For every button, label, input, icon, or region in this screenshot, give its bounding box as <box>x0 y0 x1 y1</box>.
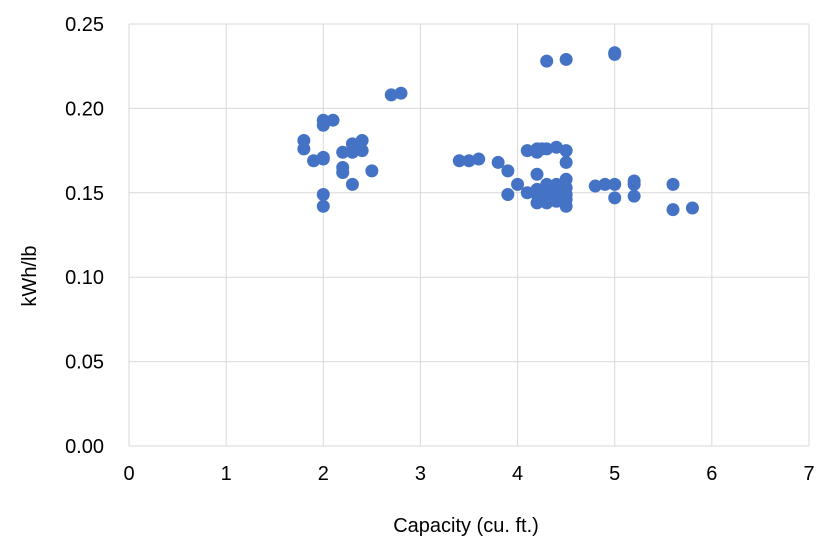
data-point <box>559 155 573 169</box>
data-point <box>462 154 476 168</box>
data-point <box>588 179 602 193</box>
data-point <box>326 113 340 127</box>
x-tick-label: 0 <box>123 463 134 485</box>
y-tick-label: 0.25 <box>65 14 104 36</box>
data-point <box>316 187 330 201</box>
data-points <box>297 46 699 217</box>
data-point <box>608 177 622 191</box>
y-tick-label: 0.05 <box>65 352 104 374</box>
data-point <box>394 86 408 100</box>
y-axis-title: kWh/lb <box>19 245 41 306</box>
data-point <box>559 144 573 158</box>
data-point <box>559 199 573 213</box>
data-point <box>384 88 398 102</box>
data-point <box>666 177 680 191</box>
data-point <box>520 144 534 158</box>
vertical-gridlines <box>128 24 810 446</box>
data-point <box>627 189 641 203</box>
data-point <box>336 145 350 159</box>
data-point <box>549 194 563 208</box>
data-point <box>511 177 525 191</box>
x-tick-label: 7 <box>803 463 814 485</box>
data-point <box>608 47 622 61</box>
data-point <box>540 196 554 210</box>
horizontal-gridlines <box>129 23 809 447</box>
data-point <box>501 164 515 178</box>
data-point <box>355 144 369 158</box>
data-point <box>452 154 466 168</box>
y-axis-tick-labels: 0.00 0.05 0.10 0.15 0.20 0.25 <box>65 14 104 458</box>
data-point <box>627 177 641 191</box>
data-point <box>540 54 554 68</box>
data-point <box>316 118 330 132</box>
y-tick-label: 0.15 <box>65 183 104 205</box>
data-point <box>316 199 330 213</box>
x-tick-label: 3 <box>415 463 426 485</box>
data-point <box>365 164 379 178</box>
data-point <box>540 142 554 156</box>
data-point <box>530 167 544 181</box>
data-point <box>472 152 486 166</box>
x-tick-label: 5 <box>609 463 620 485</box>
data-point <box>345 177 359 191</box>
data-point <box>598 177 612 191</box>
y-tick-label: 0.00 <box>65 436 104 458</box>
data-point <box>608 191 622 205</box>
x-tick-label: 1 <box>221 463 232 485</box>
x-axis-tick-labels: 0 1 2 3 4 5 6 7 <box>123 463 814 485</box>
data-point <box>297 142 311 156</box>
x-axis-title: Capacity (cu. ft.) <box>393 515 539 537</box>
x-tick-label: 2 <box>318 463 329 485</box>
data-point <box>501 187 515 201</box>
y-tick-label: 0.20 <box>65 98 104 120</box>
y-tick-label: 0.10 <box>65 267 104 289</box>
data-point <box>666 203 680 217</box>
data-point <box>355 133 369 147</box>
data-point <box>336 166 350 180</box>
x-tick-label: 4 <box>512 463 523 485</box>
data-point <box>685 201 699 215</box>
data-point <box>559 52 573 66</box>
data-point <box>530 196 544 210</box>
data-point <box>316 152 330 166</box>
x-tick-label: 6 <box>706 463 717 485</box>
data-point <box>491 155 505 169</box>
